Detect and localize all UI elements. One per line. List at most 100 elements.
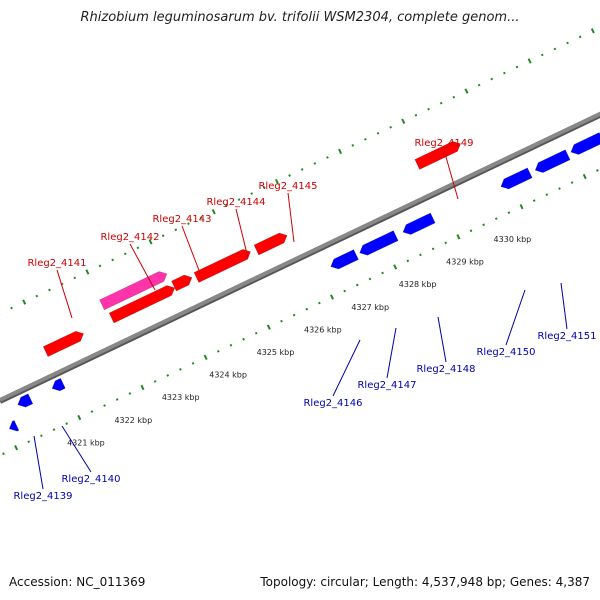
reverse-tick [406,259,410,263]
kbp-tick-label: 4330 kbp [494,235,532,244]
reverse-gene[interactable] [359,230,399,256]
forward-gene[interactable] [42,330,84,358]
reverse-tick [318,301,321,305]
gene-leader-line [560,282,568,330]
forward-tick [389,125,392,129]
gene-label[interactable]: Rleg2_4150 [476,347,535,358]
reverse-gene[interactable] [17,393,34,408]
gene-label[interactable]: Rleg2_4140 [61,474,120,485]
reverse-tick [90,410,94,413]
forward-tick [553,47,557,51]
forward-tick [364,138,367,141]
gene-leader-line [443,149,459,200]
gene-label[interactable]: Rleg2_4146 [303,398,362,409]
forward-tick [527,58,532,64]
reverse-tick [179,368,182,371]
reverse-tick [482,223,485,227]
forward-gene[interactable] [253,232,288,256]
reverse-tick [203,354,208,361]
reverse-tick [166,374,170,377]
gene-label[interactable]: Rleg2_4149 [414,138,473,149]
reverse-gene[interactable] [402,212,436,235]
forward-tick [578,35,582,39]
gene-leader-line [33,435,44,490]
forward-tick [22,299,27,305]
forward-tick [174,228,178,232]
forward-tick [401,118,406,124]
reverse-tick [507,211,511,215]
forward-tick [288,174,291,177]
reverse-tick [77,414,82,421]
reverse-gene[interactable] [570,132,600,155]
forward-tick [60,282,64,286]
forward-tick [262,186,266,189]
forward-gene[interactable] [414,141,461,170]
gene-label[interactable]: Rleg2_4141 [27,258,86,269]
forward-tick [211,208,216,215]
forward-gene[interactable] [193,248,251,283]
forward-tick [515,65,519,69]
reverse-tick [65,422,68,425]
reverse-tick [128,392,132,395]
gene-label[interactable]: Rleg2_4145 [258,181,317,192]
kbp-tick-label: 4327 kbp [351,303,389,312]
reverse-gene[interactable] [8,419,20,432]
reverse-tick [532,199,536,202]
reverse-tick [14,445,19,451]
gene-leader-line [181,225,201,274]
gene-label[interactable]: Rleg2_4143 [152,214,211,225]
genome-summary: Topology: circular; Length: 4,537,948 bp… [260,575,590,589]
gene-label[interactable]: Rleg2_4139 [13,491,72,502]
forward-tick [187,222,190,226]
reverse-tick [444,241,448,245]
accession-text: Accession: NC_011369 [9,575,146,589]
reverse-tick [153,380,157,383]
reverse-tick [456,234,461,240]
gene-label[interactable]: Rleg2_4148 [416,364,475,375]
reverse-tick [368,277,372,281]
gene-leader-line [61,425,92,473]
forward-tick [300,168,304,171]
reverse-tick [52,428,56,431]
reverse-tick [494,217,498,221]
forward-tick [10,306,13,310]
kbp-tick-label: 4324 kbp [209,371,247,380]
forward-gene[interactable] [108,285,176,324]
reverse-tick [519,203,524,210]
forward-tick [274,178,279,185]
reverse-tick [355,283,359,287]
forward-tick [123,252,127,256]
reverse-tick [254,331,258,335]
reverse-tick [140,384,145,391]
forward-tick [477,83,481,87]
reverse-tick [596,169,599,172]
reverse-gene[interactable] [534,149,571,173]
gene-label[interactable]: Rleg2_4142 [100,232,159,243]
forward-tick [427,107,430,111]
reverse-tick [40,434,43,437]
reverse-tick [280,319,283,323]
reverse-tick [545,193,549,196]
kbp-tick-label: 4321 kbp [67,438,105,447]
reverse-tick [419,253,422,257]
forward-tick [111,258,114,262]
backbone [0,111,600,402]
reverse-gene[interactable] [330,249,359,270]
gene-label[interactable]: Rleg2_4151 [537,331,596,342]
kbp-tick-label: 4326 kbp [304,325,342,334]
forward-tick [414,113,418,117]
reverse-gene[interactable] [500,167,533,190]
reverse-tick [330,294,334,300]
forward-gene[interactable] [171,274,193,292]
reverse-tick [381,271,384,275]
forward-tick [439,101,443,105]
kbp-tick-label: 4329 kbp [446,258,484,267]
forward-tick [136,246,140,250]
forward-tick [566,41,569,45]
reverse-gene[interactable] [51,377,66,392]
reverse-tick [558,187,561,190]
reverse-tick [431,247,435,251]
gene-label[interactable]: Rleg2_4144 [206,197,265,208]
gene-label[interactable]: Rleg2_4147 [357,380,416,391]
